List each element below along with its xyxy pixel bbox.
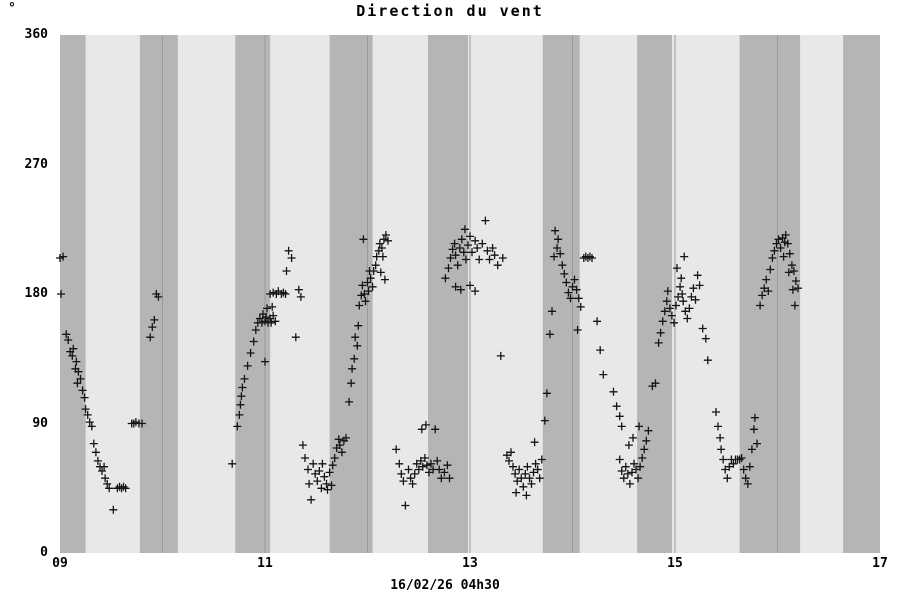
y-tick-label: 360 — [24, 27, 48, 42]
x-tick-label: 17 — [872, 556, 888, 571]
y-axis-unit-label: ° — [8, 1, 16, 16]
x-tick-label: 09 — [52, 556, 68, 571]
y-tick-label: 0 — [40, 545, 48, 560]
shaded-band — [843, 35, 880, 553]
shaded-band — [637, 35, 672, 553]
shaded-band — [739, 35, 801, 553]
chart-title: Direction du vent — [356, 2, 544, 20]
y-tick-label: 180 — [24, 286, 48, 301]
data-points — [56, 216, 802, 514]
x-tick-label: 11 — [257, 556, 273, 571]
x-tick-label: 13 — [462, 556, 478, 571]
y-tick-label: 90 — [32, 415, 48, 431]
x-axis-date-label: 16/02/26 04h30 — [390, 578, 500, 593]
shaded-band — [235, 35, 271, 553]
shaded-band — [542, 35, 580, 553]
y-tick-label: 270 — [24, 156, 48, 172]
shaded-band — [428, 35, 468, 553]
x-tick-label: 15 — [667, 556, 683, 571]
